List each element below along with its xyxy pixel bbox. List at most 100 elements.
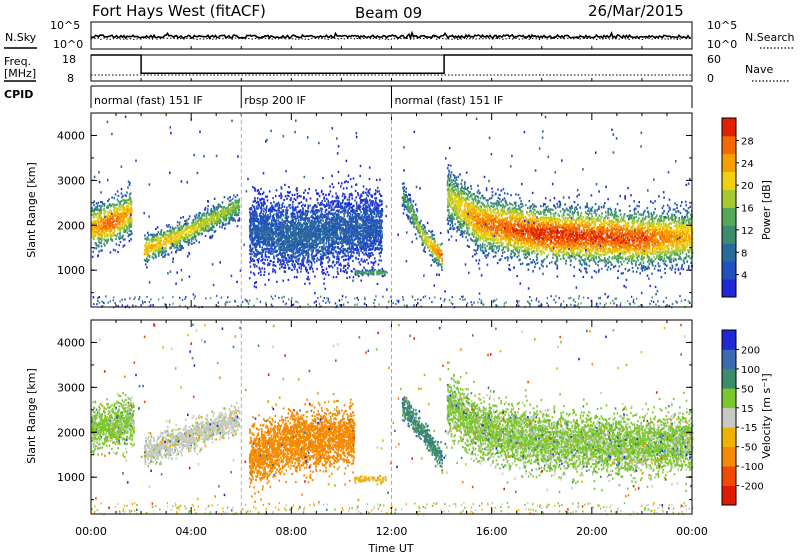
power-cell xyxy=(361,258,363,260)
power-cell xyxy=(358,251,360,253)
power-cell xyxy=(336,258,338,260)
power-cell xyxy=(130,200,132,202)
power-cell xyxy=(268,279,270,281)
power-cell xyxy=(298,254,300,256)
power-cell xyxy=(260,241,262,243)
power-cell xyxy=(362,231,364,233)
power-cell xyxy=(235,201,237,203)
power-cell xyxy=(213,205,215,207)
power-cell xyxy=(292,204,294,206)
power-cell xyxy=(203,213,205,215)
power-cell xyxy=(104,205,106,207)
power-cell xyxy=(230,199,232,201)
power-cell xyxy=(340,185,342,187)
power-cell xyxy=(191,243,193,245)
power-cell xyxy=(111,230,113,232)
power-cell xyxy=(375,238,377,240)
power-cell xyxy=(118,217,120,219)
power-cell xyxy=(219,222,221,224)
power-cell xyxy=(348,259,350,261)
power-cell xyxy=(324,204,326,206)
power-cell xyxy=(130,226,132,228)
power-cell xyxy=(157,241,159,243)
power-cell xyxy=(312,206,314,208)
cpid-segment-label: normal (fast) 151 IF xyxy=(395,94,504,107)
power-cell xyxy=(179,233,181,235)
power-cell xyxy=(207,205,209,207)
power-cell xyxy=(264,268,266,270)
power-cell xyxy=(149,245,151,247)
power-cell xyxy=(375,260,377,262)
power-cell xyxy=(328,207,330,209)
power-cell xyxy=(332,262,334,264)
power-cell xyxy=(276,189,278,191)
power-cell xyxy=(336,276,338,278)
power-cell xyxy=(264,220,266,222)
power-cell xyxy=(118,201,120,203)
power-cell xyxy=(343,187,345,189)
power-cell xyxy=(129,240,131,242)
power-cell xyxy=(361,202,363,204)
power-cell xyxy=(120,241,122,243)
power-cell xyxy=(351,186,353,188)
power-cell xyxy=(320,253,322,255)
power-cell xyxy=(205,213,207,215)
station-title: Fort Hays West (fitACF) xyxy=(92,2,266,20)
power-cell xyxy=(182,247,184,249)
power-cell xyxy=(157,245,159,247)
power-cell xyxy=(260,217,262,219)
power-cell xyxy=(326,240,328,242)
power-cell xyxy=(163,243,165,245)
power-cell xyxy=(265,248,267,250)
power-cell xyxy=(216,218,218,220)
power-cell xyxy=(100,201,102,203)
power-cell xyxy=(182,236,184,238)
power-cell xyxy=(347,267,349,269)
power-cell xyxy=(356,252,358,254)
power-cell xyxy=(124,202,126,204)
power-cell xyxy=(97,238,99,240)
power-cell xyxy=(288,267,290,269)
power-cell xyxy=(148,238,150,240)
power-cell xyxy=(332,183,334,185)
power-cell xyxy=(359,209,361,211)
power-cell xyxy=(253,263,255,265)
power-cell xyxy=(303,197,305,199)
cpid-label: CPID xyxy=(4,88,33,101)
power-cell xyxy=(211,212,213,214)
power-cell xyxy=(332,266,334,268)
power-cell xyxy=(350,178,352,180)
power-cell xyxy=(193,223,195,225)
power-cell xyxy=(349,216,351,218)
power-cell xyxy=(349,251,351,253)
power-cell xyxy=(378,190,380,192)
power-cell xyxy=(99,205,101,207)
power-cell xyxy=(273,255,275,257)
power-cell xyxy=(339,231,341,233)
power-cell xyxy=(294,198,296,200)
power-cell xyxy=(155,245,157,247)
power-cell xyxy=(267,199,269,201)
power-cell xyxy=(131,233,133,235)
power-cell xyxy=(260,202,262,204)
power-cell xyxy=(347,252,349,254)
power-cell xyxy=(355,222,357,224)
power-cell xyxy=(363,267,365,269)
power-cell xyxy=(374,257,376,259)
power-cell xyxy=(249,261,251,263)
power-cell xyxy=(149,255,151,257)
power-cell xyxy=(286,207,288,209)
power-cell xyxy=(175,232,177,234)
power-cell xyxy=(98,250,100,252)
power-cell xyxy=(295,199,297,201)
power-cell xyxy=(254,197,256,199)
power-cell xyxy=(282,259,284,261)
power-cell xyxy=(254,285,256,287)
power-cell xyxy=(163,240,165,242)
power-cell xyxy=(225,207,227,209)
power-cell xyxy=(355,229,357,231)
power-cell xyxy=(281,212,283,214)
power-cell xyxy=(288,186,290,188)
power-cell xyxy=(93,213,95,215)
power-cell xyxy=(123,245,125,247)
